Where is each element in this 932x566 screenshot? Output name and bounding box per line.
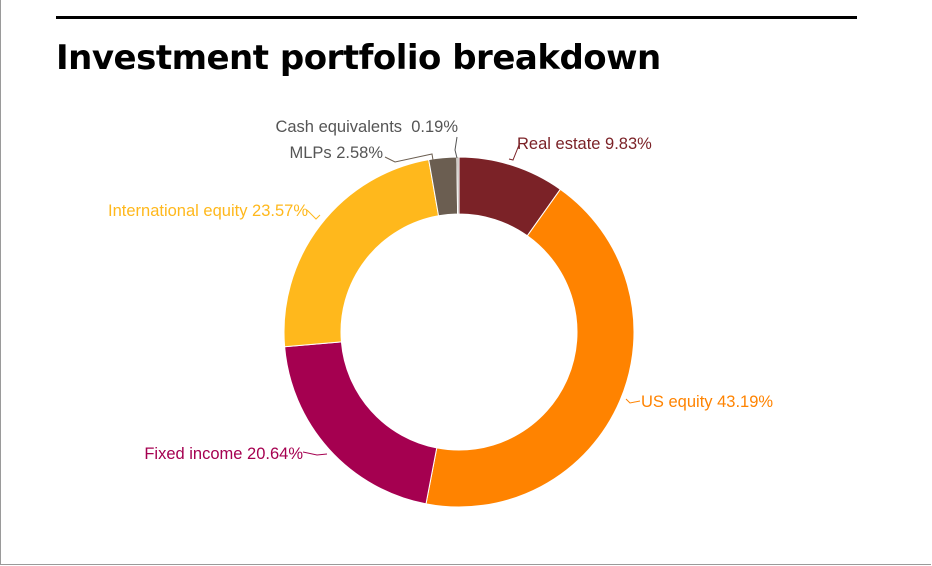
slice-us-equity [425,188,635,508]
label-us-equity: US equity 43.19% [641,393,773,411]
leader-line-real-estate [508,144,520,161]
slices-group [283,156,635,508]
slice-fixed-income [284,341,438,505]
label-mlps: MLPs 2.58% [289,144,383,162]
leader-line-mlps [384,153,434,163]
slice-cash-equivalents [456,156,460,215]
label-real-estate: Real estate 9.83% [517,135,652,153]
leader-line-fixed-income [302,451,328,456]
leader-line-international-equity [306,209,321,220]
label-fixed-income: Fixed income 20.64% [144,445,303,463]
slice-labels-group: Real estate 9.83% US equity 43.19% Fixed i… [108,118,773,463]
leader-line-cash-equivalents [454,136,458,159]
leader-line-us-equity [625,398,641,404]
label-international-equity: International equity 23.57% [108,202,308,220]
chart-title: Investment portfolio breakdown [56,38,661,78]
leader-lines-group [302,136,641,456]
slice-international-equity [283,159,440,348]
title-rule [56,16,857,19]
label-cash-equivalents: Cash equivalents 0.19% [275,118,458,136]
